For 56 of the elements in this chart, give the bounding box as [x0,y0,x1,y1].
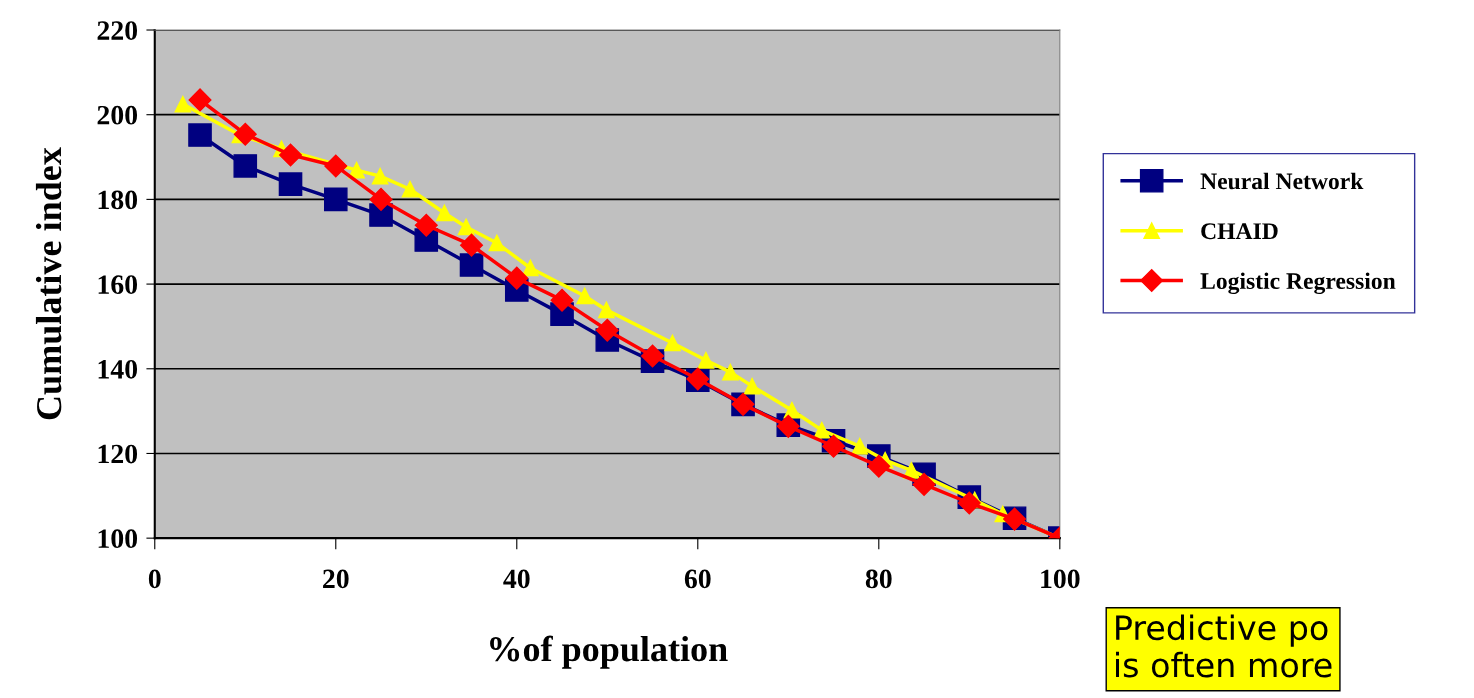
point [505,266,529,290]
point [522,259,539,277]
point [912,472,936,496]
point [783,401,801,419]
legend-label: CHAID [1201,223,1278,240]
point [550,288,574,312]
point [664,334,681,352]
point [233,122,257,146]
y-tick-label: 220 [97,21,138,40]
point [598,301,615,319]
y-tick-label: 140 [98,359,138,379]
point [576,287,593,305]
point [188,88,212,112]
point [436,204,453,222]
point [813,421,831,439]
point [414,213,438,237]
point [369,187,393,211]
point [460,233,484,257]
point [851,437,869,455]
text: Predictive po is often more [1116,614,1332,678]
point [697,351,715,369]
point [457,218,475,236]
x-tick-label: 20 [323,569,349,589]
point [348,161,365,179]
point [279,143,303,167]
legend-label: Logistic Regression [1200,272,1396,295]
point [233,154,258,178]
x-axis-title: %of population [490,635,728,669]
legend-label: Neural Network [1200,172,1364,190]
x-tick-label: 100 [1041,569,1080,589]
point [743,377,761,395]
x-tick-label: 0 [148,569,161,589]
x-tick-label: 40 [503,569,530,589]
y-axis-title: Cumulative index [35,147,62,420]
point [323,187,348,212]
point [595,318,619,342]
y-tick-label: 160 [98,275,138,294]
point [459,253,484,277]
y-tick-label: 200 [97,105,138,125]
point [278,172,303,196]
y-tick-label: 180 [98,190,138,210]
x-tick-label: 80 [865,569,892,589]
point [401,180,419,198]
point [957,491,981,515]
point [822,434,846,458]
point [867,454,891,478]
y-tick-label: 100 [98,529,138,549]
point [488,234,506,252]
point [641,344,665,368]
point [324,154,348,178]
point [188,123,212,147]
point [174,95,192,113]
y-tick-label: 120 [98,444,138,464]
point [722,363,739,381]
point [371,167,389,185]
x-tick-label: 60 [684,569,711,589]
